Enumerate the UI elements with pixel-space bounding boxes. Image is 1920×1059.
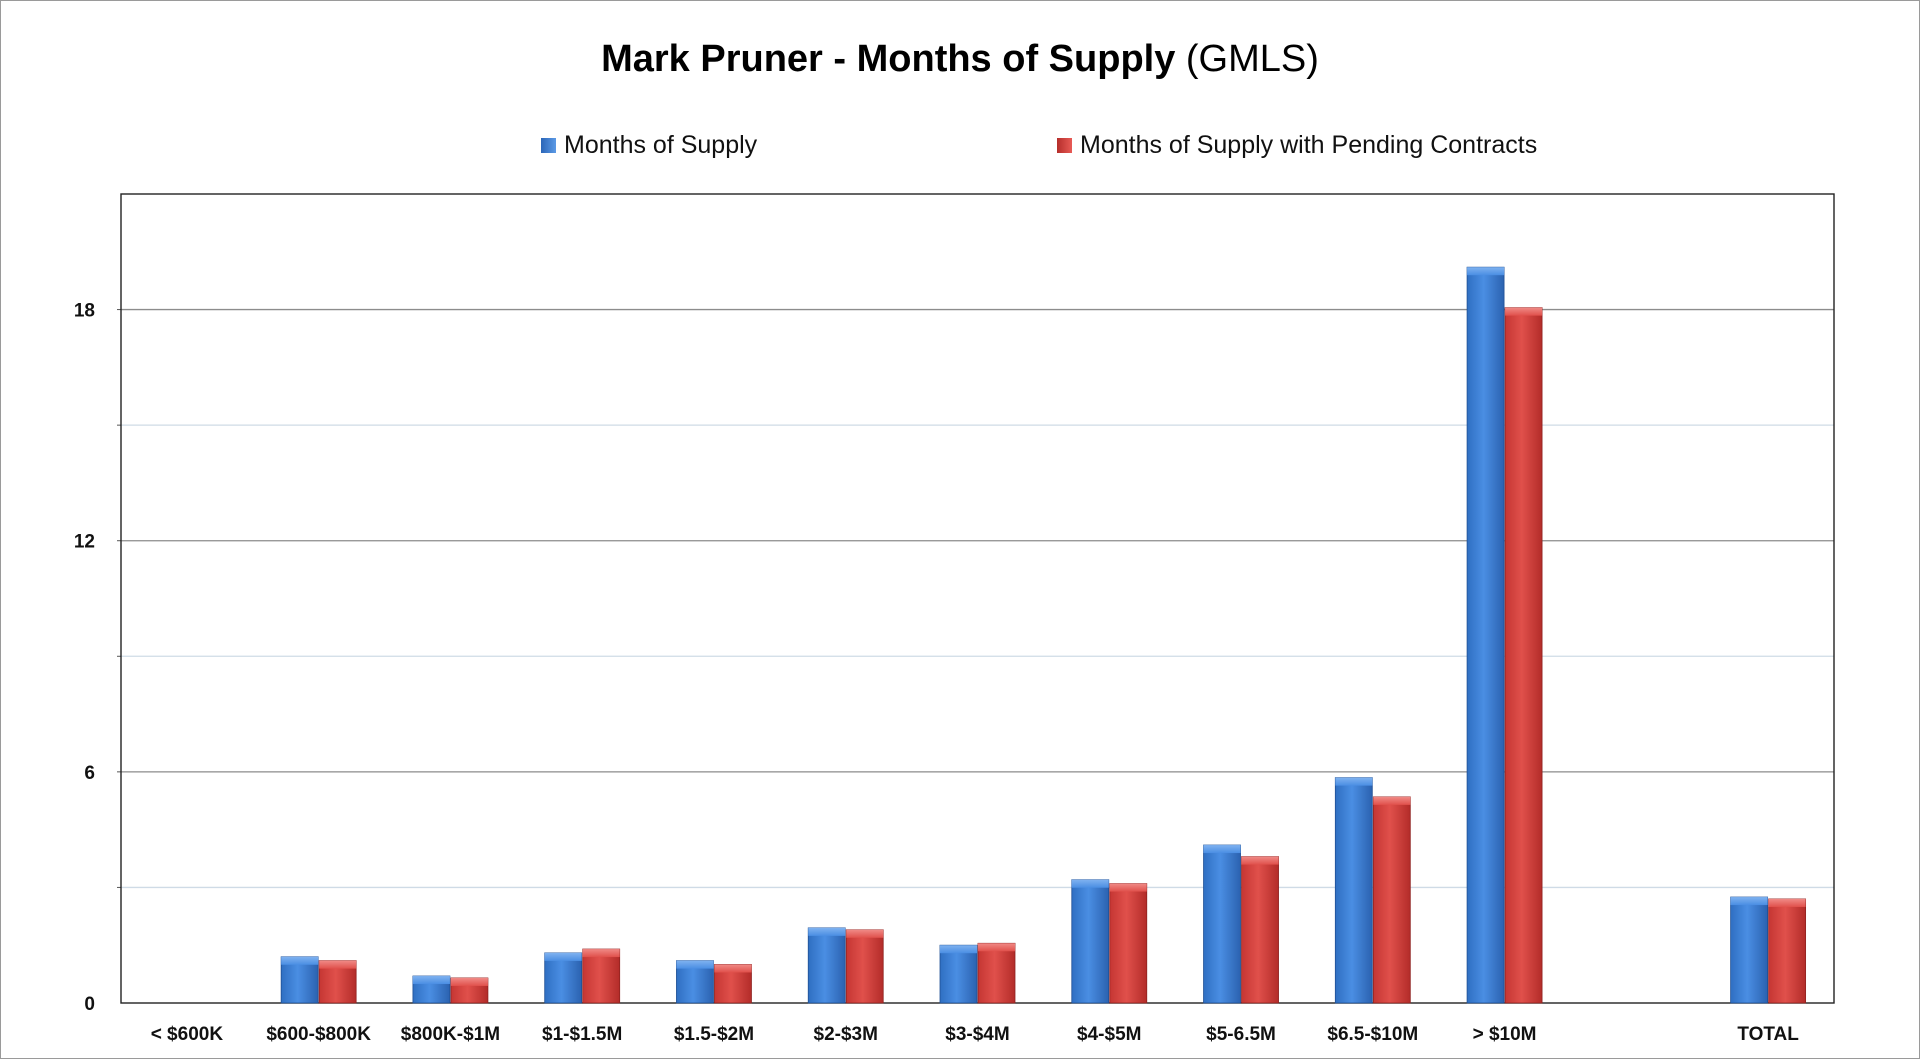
bar-pending-contracts (1109, 883, 1148, 1004)
bar-top-pending-contracts (978, 943, 1015, 952)
bar-top-pending-contracts (319, 960, 357, 969)
legend-label-pending-contracts: Months of Supply with Pending Contracts (1080, 131, 1538, 159)
bar-top-months-of-supply (1203, 845, 1241, 854)
bar-top-pending-contracts (846, 929, 884, 938)
x-tick-label: $1.5-$2M (674, 1024, 754, 1045)
chart-title-suffix: (GMLS) (1185, 38, 1319, 80)
x-tick-label: $2-$3M (814, 1024, 878, 1045)
x-tick-label: $6.5-$10M (1327, 1024, 1418, 1045)
legend-swatch-blue (541, 138, 556, 153)
bar-top-months-of-supply (281, 956, 319, 965)
bar-pending-contracts (1372, 796, 1411, 1004)
chart-legend: Months of Supply Months of Supply with P… (0, 131, 1920, 167)
x-tick-label: $3-$4M (945, 1024, 1009, 1045)
bar-top-months-of-supply (940, 945, 977, 954)
bar-top-months-of-supply (1467, 267, 1505, 276)
bar-months-of-supply (1730, 896, 1769, 1004)
bar-top-pending-contracts (714, 964, 752, 973)
legend-swatch-red (1057, 138, 1072, 153)
chart-title: Mark Pruner - Months of Supply (GMLS) (0, 38, 1920, 81)
x-tick-label: TOTAL (1737, 1024, 1799, 1045)
bar-pending-contracts (1768, 898, 1807, 1004)
y-tick-label: 18 (74, 301, 95, 322)
x-tick-label: $4-$5M (1077, 1024, 1141, 1045)
bar-pending-contracts (977, 942, 1016, 1004)
bar-top-months-of-supply (1730, 897, 1768, 906)
x-tick-label: $600-$800K (266, 1024, 371, 1045)
chart-title-main: Mark Pruner - Months of Supply (601, 38, 1176, 80)
bar-top-pending-contracts (1241, 856, 1279, 865)
bar-top-pending-contracts (1768, 898, 1806, 907)
y-tick-label: 12 (74, 532, 95, 553)
bar-top-pending-contracts (1109, 883, 1147, 892)
bar-top-months-of-supply (544, 952, 582, 961)
x-tick-label: > $10M (1473, 1024, 1537, 1045)
bar-months-of-supply (1334, 777, 1373, 1004)
bar-top-pending-contracts (1373, 796, 1411, 805)
bar-top-pending-contracts (1505, 307, 1543, 316)
x-tick-label: $1-$1.5M (542, 1024, 622, 1045)
bar-top-pending-contracts (582, 949, 620, 958)
legend-item-months-of-supply: Months of Supply (541, 131, 757, 160)
bar-pending-contracts (582, 948, 621, 1004)
bar-pending-contracts (845, 929, 884, 1004)
x-tick-label: $800K-$1M (401, 1024, 500, 1045)
bar-pending-contracts (1241, 856, 1279, 1004)
y-tick-label: 0 (84, 994, 95, 1015)
bar-months-of-supply (1203, 844, 1241, 1004)
bar-months-of-supply (1466, 266, 1505, 1004)
bar-months-of-supply (939, 944, 978, 1004)
bar-top-months-of-supply (808, 927, 846, 936)
legend-item-pending-contracts: Months of Supply with Pending Contracts (1057, 131, 1537, 160)
plot-area-border (120, 193, 1835, 1004)
bar-top-months-of-supply (1335, 777, 1373, 786)
bar-top-months-of-supply (1071, 879, 1109, 888)
bar-months-of-supply (1071, 879, 1110, 1004)
legend-label-months-of-supply: Months of Supply (564, 131, 758, 159)
bar-months-of-supply (544, 952, 583, 1004)
bar-pending-contracts (1504, 307, 1543, 1004)
bar-top-pending-contracts (450, 977, 488, 986)
y-tick-label: 6 (84, 763, 95, 784)
bar-months-of-supply (807, 927, 846, 1004)
x-tick-label: $5-6.5M (1206, 1024, 1276, 1045)
bar-top-months-of-supply (412, 976, 450, 985)
x-tick-label: < $600K (151, 1024, 224, 1045)
bar-top-months-of-supply (676, 960, 714, 969)
